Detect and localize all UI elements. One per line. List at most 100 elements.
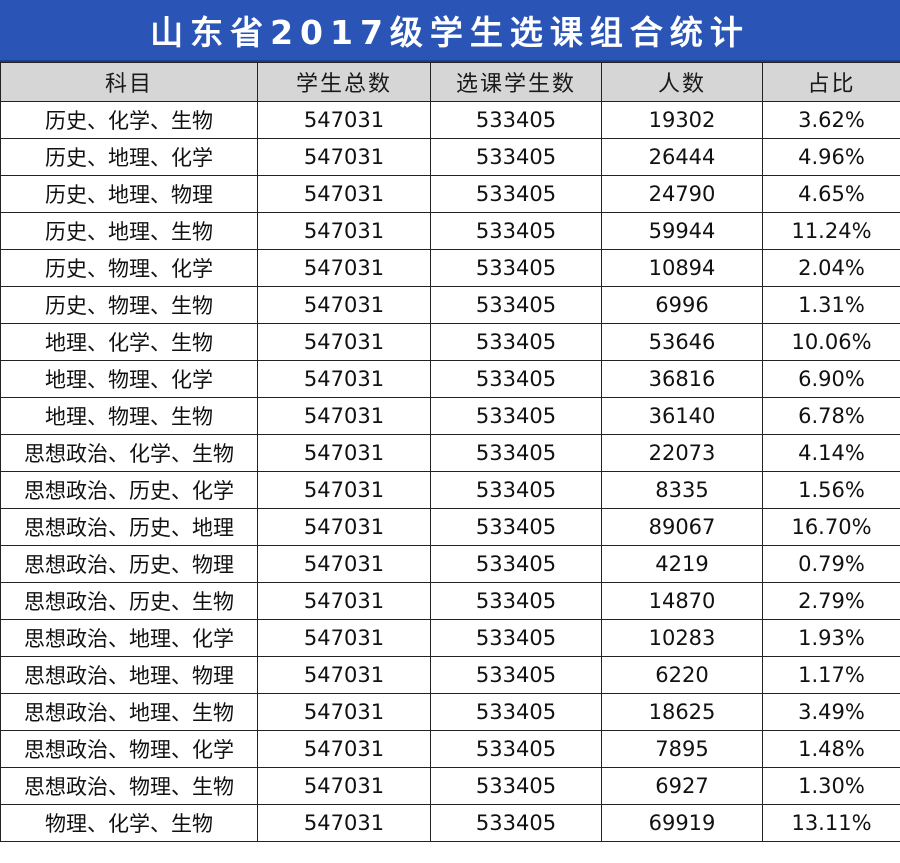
- cell-selected-students: 533405: [430, 175, 602, 213]
- cell-total-students: 547031: [257, 101, 431, 139]
- cell-selected-students: 533405: [430, 101, 602, 139]
- cell-subjects: 地理、物理、化学: [0, 360, 258, 398]
- cell-selected-students: 533405: [430, 397, 602, 435]
- cell-subjects: 思想政治、历史、化学: [0, 471, 258, 509]
- table-row: 思想政治、历史、物理 547031 533405 4219 0.79%: [0, 545, 900, 583]
- cell-subjects: 思想政治、地理、化学: [0, 619, 258, 657]
- cell-ratio: 2.04%: [762, 249, 900, 287]
- table-row: 思想政治、物理、生物 547031 533405 6927 1.30%: [0, 767, 900, 805]
- table-row: 思想政治、历史、化学 547031 533405 8335 1.56%: [0, 471, 900, 509]
- cell-ratio: 1.17%: [762, 656, 900, 694]
- cell-ratio: 1.93%: [762, 619, 900, 657]
- cell-count: 6996: [601, 286, 763, 324]
- cell-total-students: 547031: [257, 619, 431, 657]
- cell-total-students: 547031: [257, 286, 431, 324]
- cell-ratio: 11.24%: [762, 212, 900, 250]
- cell-ratio: 2.79%: [762, 582, 900, 620]
- header-ratio: 占比: [762, 62, 900, 102]
- cell-total-students: 547031: [257, 175, 431, 213]
- cell-selected-students: 533405: [430, 286, 602, 324]
- table-row: 地理、化学、生物 547031 533405 53646 10.06%: [0, 323, 900, 361]
- page-title: 山东省2017级学生选课组合统计: [0, 0, 900, 62]
- cell-subjects: 思想政治、地理、物理: [0, 656, 258, 694]
- cell-selected-students: 533405: [430, 767, 602, 805]
- table-row: 思想政治、地理、生物 547031 533405 18625 3.49%: [0, 693, 900, 731]
- cell-ratio: 10.06%: [762, 323, 900, 361]
- header-count: 人数: [601, 62, 763, 102]
- cell-count: 59944: [601, 212, 763, 250]
- cell-selected-students: 533405: [430, 323, 602, 361]
- cell-subjects: 历史、物理、化学: [0, 249, 258, 287]
- cell-ratio: 0.79%: [762, 545, 900, 583]
- cell-subjects: 思想政治、化学、生物: [0, 434, 258, 472]
- table-header-row: 科目 学生总数 选课学生数 人数 占比: [0, 62, 900, 102]
- cell-ratio: 4.14%: [762, 434, 900, 472]
- cell-count: 36816: [601, 360, 763, 398]
- cell-ratio: 1.30%: [762, 767, 900, 805]
- cell-total-students: 547031: [257, 545, 431, 583]
- cell-total-students: 547031: [257, 804, 431, 842]
- cell-count: 69919: [601, 804, 763, 842]
- cell-ratio: 3.49%: [762, 693, 900, 731]
- cell-subjects: 历史、物理、生物: [0, 286, 258, 324]
- cell-ratio: 1.48%: [762, 730, 900, 768]
- cell-count: 7895: [601, 730, 763, 768]
- cell-ratio: 4.65%: [762, 175, 900, 213]
- cell-count: 6220: [601, 656, 763, 694]
- cell-selected-students: 533405: [430, 693, 602, 731]
- cell-subjects: 历史、化学、生物: [0, 101, 258, 139]
- cell-count: 89067: [601, 508, 763, 546]
- cell-selected-students: 533405: [430, 471, 602, 509]
- cell-count: 10283: [601, 619, 763, 657]
- cell-selected-students: 533405: [430, 545, 602, 583]
- table-row: 地理、物理、生物 547031 533405 36140 6.78%: [0, 397, 900, 435]
- cell-count: 19302: [601, 101, 763, 139]
- cell-subjects: 思想政治、历史、生物: [0, 582, 258, 620]
- cell-subjects: 物理、化学、生物: [0, 804, 258, 842]
- cell-count: 6927: [601, 767, 763, 805]
- course-combination-table: 科目 学生总数 选课学生数 人数 占比 历史、化学、生物 547031 533405…: [0, 62, 900, 842]
- cell-subjects: 地理、物理、生物: [0, 397, 258, 435]
- table-row: 思想政治、化学、生物 547031 533405 22073 4.14%: [0, 434, 900, 472]
- cell-total-students: 547031: [257, 249, 431, 287]
- table-row: 历史、化学、生物 547031 533405 19302 3.62%: [0, 101, 900, 139]
- cell-subjects: 思想政治、物理、化学: [0, 730, 258, 768]
- table-row: 思想政治、地理、化学 547031 533405 10283 1.93%: [0, 619, 900, 657]
- cell-selected-students: 533405: [430, 582, 602, 620]
- table-row: 思想政治、地理、物理 547031 533405 6220 1.17%: [0, 656, 900, 694]
- cell-selected-students: 533405: [430, 360, 602, 398]
- cell-ratio: 1.31%: [762, 286, 900, 324]
- cell-subjects: 思想政治、地理、生物: [0, 693, 258, 731]
- table-row: 思想政治、历史、地理 547031 533405 89067 16.70%: [0, 508, 900, 546]
- cell-count: 36140: [601, 397, 763, 435]
- cell-count: 24790: [601, 175, 763, 213]
- header-subjects: 科目: [0, 62, 258, 102]
- cell-count: 14870: [601, 582, 763, 620]
- cell-selected-students: 533405: [430, 619, 602, 657]
- table-row: 历史、地理、物理 547031 533405 24790 4.65%: [0, 175, 900, 213]
- cell-selected-students: 533405: [430, 212, 602, 250]
- cell-total-students: 547031: [257, 693, 431, 731]
- table-row: 历史、物理、生物 547031 533405 6996 1.31%: [0, 286, 900, 324]
- cell-ratio: 4.96%: [762, 138, 900, 176]
- cell-count: 4219: [601, 545, 763, 583]
- cell-count: 22073: [601, 434, 763, 472]
- table-row: 物理、化学、生物 547031 533405 69919 13.11%: [0, 804, 900, 842]
- table-row: 历史、地理、化学 547031 533405 26444 4.96%: [0, 138, 900, 176]
- cell-total-students: 547031: [257, 767, 431, 805]
- cell-selected-students: 533405: [430, 434, 602, 472]
- cell-ratio: 6.90%: [762, 360, 900, 398]
- cell-count: 18625: [601, 693, 763, 731]
- cell-total-students: 547031: [257, 656, 431, 694]
- table-row: 历史、物理、化学 547031 533405 10894 2.04%: [0, 249, 900, 287]
- cell-selected-students: 533405: [430, 138, 602, 176]
- cell-total-students: 547031: [257, 397, 431, 435]
- cell-ratio: 3.62%: [762, 101, 900, 139]
- table-row: 思想政治、物理、化学 547031 533405 7895 1.48%: [0, 730, 900, 768]
- table-row: 思想政治、历史、生物 547031 533405 14870 2.79%: [0, 582, 900, 620]
- cell-selected-students: 533405: [430, 656, 602, 694]
- cell-subjects: 历史、地理、生物: [0, 212, 258, 250]
- cell-total-students: 547031: [257, 730, 431, 768]
- cell-total-students: 547031: [257, 360, 431, 398]
- cell-total-students: 547031: [257, 471, 431, 509]
